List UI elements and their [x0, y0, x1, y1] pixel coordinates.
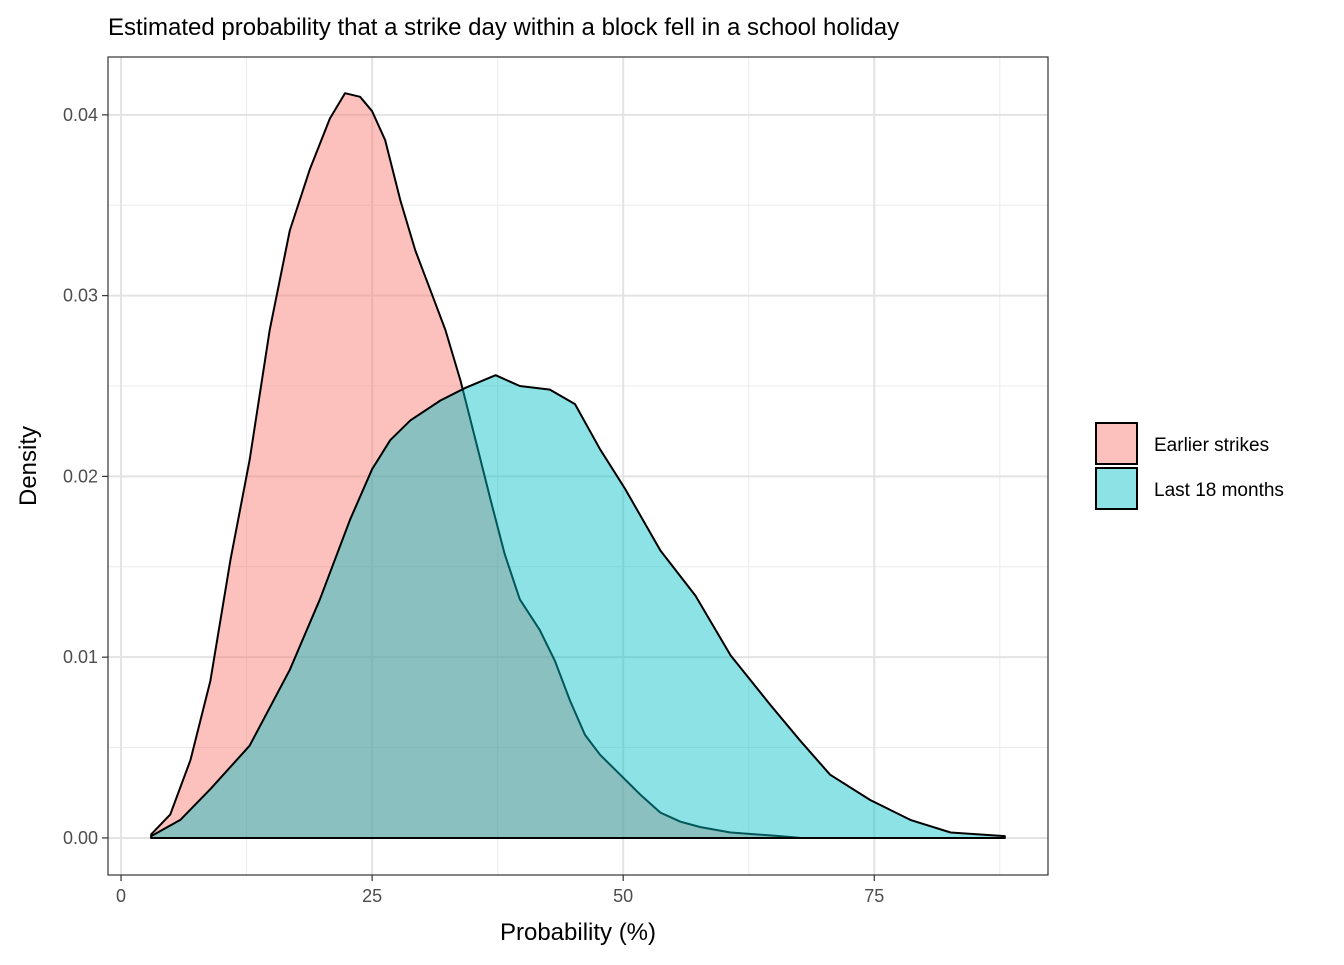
density-area-last-18-months: [150, 374, 1006, 839]
legend-label: Earlier strikes: [1154, 435, 1269, 456]
y-tick-label: 0.00: [63, 828, 98, 848]
panel-border: [107, 56, 1049, 876]
density-areas: [150, 92, 1006, 839]
legend-swatch: [1095, 422, 1138, 465]
legend-label: Last 18 months: [1154, 480, 1284, 501]
y-tick-label: 0.03: [63, 286, 98, 306]
y-axis-label: Density: [15, 426, 42, 506]
y-tick-label: 0.04: [63, 105, 98, 125]
y-tick-label: 0.01: [63, 647, 98, 667]
y-axis-ticks: 0.00 0.01 0.02 0.03 0.04: [63, 105, 108, 848]
x-axis-ticks: 0 25 50 75: [116, 875, 884, 906]
chart-title: Estimated probability that a strike day …: [108, 14, 899, 41]
legend-key-bg: [1095, 467, 1138, 510]
x-tick-label: 50: [613, 886, 633, 906]
y-tick-label: 0.02: [63, 466, 98, 486]
density-area-earlier-strikes: [150, 92, 801, 839]
x-tick-label: 25: [362, 886, 382, 906]
legend: Earlier strikes Last 18 months: [1095, 422, 1284, 510]
legend-key-bg: [1095, 422, 1138, 465]
x-axis-label: Probability (%): [500, 919, 656, 946]
x-tick-label: 75: [864, 886, 884, 906]
x-tick-label: 0: [116, 886, 126, 906]
legend-swatch: [1095, 467, 1138, 510]
